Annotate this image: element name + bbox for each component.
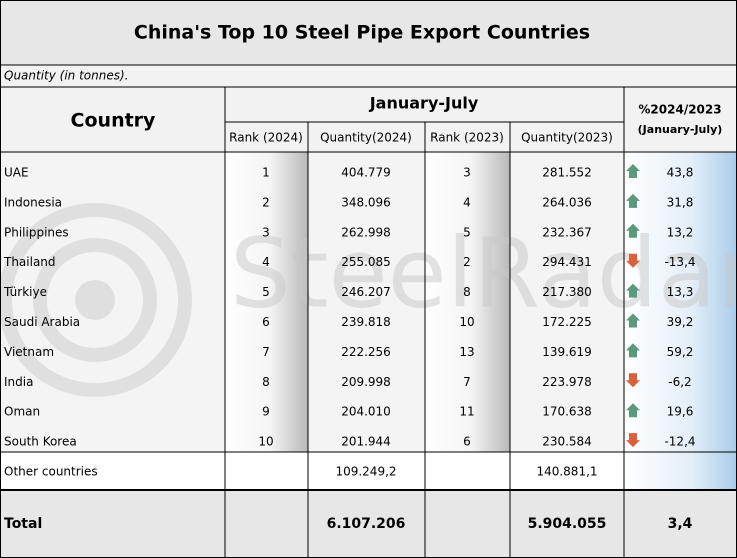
change-bg	[624, 152, 737, 490]
arrow-up	[626, 403, 640, 418]
quantity-2024: 348.096	[341, 195, 391, 209]
rank-2023: 5	[463, 225, 471, 239]
arrow-down	[626, 253, 640, 268]
quantity-2024: 209.998	[341, 375, 391, 389]
quantity-2024: 262.998	[341, 225, 391, 239]
country: Oman	[4, 405, 40, 419]
arrow-up	[626, 164, 640, 178]
country: UAE	[4, 166, 29, 180]
title-bg	[0, 0, 737, 65]
column-header: Rank (2023)	[430, 131, 504, 145]
total-bg	[0, 490, 737, 558]
note: Quantity (in tonnes).	[4, 69, 129, 83]
quantity-2023: 170.638	[542, 405, 592, 419]
watermark: SteelRadar	[0, 203, 737, 397]
note-bg	[0, 65, 737, 87]
change: 19,6	[667, 405, 694, 419]
rank-2024: 1	[262, 166, 270, 180]
rank-2023: 3	[463, 166, 471, 180]
country: Indonesia	[4, 195, 62, 209]
country: South Korea	[4, 435, 77, 449]
arrow-up	[626, 283, 640, 298]
column-header: Quantity(2023)	[521, 131, 613, 145]
arrow-up	[626, 313, 640, 328]
arrow-up	[626, 193, 640, 208]
arrow-down	[626, 373, 640, 388]
rank-2023: 7	[463, 375, 471, 389]
rank-2024: 3	[262, 225, 270, 239]
column-header: Quantity(2024)	[320, 131, 412, 145]
rank-2023: 13	[459, 345, 474, 359]
change: -13,4	[664, 255, 695, 269]
change: 59,2	[667, 345, 694, 359]
total-value: 6.107.206	[327, 516, 406, 532]
rank-2023: 2	[463, 255, 471, 269]
quantity-2024: 246.207	[341, 285, 391, 299]
country: Saudi Arabia	[4, 315, 80, 329]
quantity-2024: 201.944	[341, 435, 391, 449]
change-header: (January-July)	[638, 123, 723, 136]
quantity-2024: 404.779	[341, 166, 391, 180]
quantity-2024: 204.010	[341, 405, 391, 419]
quantity-2023: 232.367	[542, 225, 592, 239]
rank-2023: 11	[459, 405, 474, 419]
quantity-2024: 222.256	[341, 345, 391, 359]
quantity-2023: 281.552	[542, 166, 592, 180]
change: 43,8	[667, 166, 694, 180]
quantity-2023: 217.380	[542, 285, 592, 299]
change: 13,2	[667, 225, 694, 239]
arrow-down	[626, 433, 640, 448]
rank-2024: 9	[262, 405, 270, 419]
change: 31,8	[667, 195, 694, 209]
rank-2023: 10	[459, 315, 474, 329]
quantity-2023: 230.584	[542, 435, 592, 449]
country: Türkiye	[3, 285, 47, 299]
other-value: 140.881,1	[536, 465, 597, 479]
rank-bg	[425, 152, 510, 452]
rank-2024: 5	[262, 285, 270, 299]
arrow-up	[626, 223, 640, 238]
quantity-2023: 223.978	[542, 375, 592, 389]
rank-2024: 8	[262, 375, 270, 389]
change-header: %2024/2023	[638, 103, 721, 117]
rank-2024: 2	[262, 195, 270, 209]
group-header: January-July	[369, 94, 479, 113]
quantity-2023: 264.036	[542, 195, 592, 209]
total-change: 3,4	[668, 516, 693, 532]
other-value: 109.249,2	[335, 465, 396, 479]
other-label: Other countries	[4, 465, 98, 479]
country: Vietnam	[4, 345, 54, 359]
country: Thailand	[3, 255, 56, 269]
rank-2024: 4	[262, 255, 270, 269]
rank-2024: 10	[258, 435, 273, 449]
rank-2024: 6	[262, 315, 270, 329]
change: -6,2	[668, 375, 691, 389]
header-bg	[0, 87, 737, 152]
rows-bg	[0, 152, 737, 452]
arrow-up	[626, 343, 640, 358]
quantity-2023: 139.619	[542, 345, 592, 359]
change: -12,4	[664, 435, 695, 449]
rank-2024: 7	[262, 345, 270, 359]
quantity-2023: 172.225	[542, 315, 592, 329]
column-header: Rank (2024)	[229, 131, 303, 145]
rank-2023: 6	[463, 435, 471, 449]
quantity-2023: 294.431	[542, 255, 592, 269]
change: 39,2	[667, 315, 694, 329]
rank-bg	[225, 152, 308, 452]
total-label: Total	[4, 516, 42, 532]
change: 13,3	[667, 285, 694, 299]
quantity-2024: 239.818	[341, 315, 391, 329]
rank-2023: 4	[463, 195, 471, 209]
country: India	[4, 375, 33, 389]
column-header: Country	[71, 110, 157, 132]
rank-2023: 8	[463, 285, 471, 299]
country: Philippines	[4, 225, 69, 239]
title: China's Top 10 Steel Pipe Export Countri…	[134, 22, 590, 44]
quantity-2024: 255.085	[341, 255, 391, 269]
total-value: 5.904.055	[528, 516, 607, 532]
watermark-text: SteelRadar	[230, 217, 737, 329]
